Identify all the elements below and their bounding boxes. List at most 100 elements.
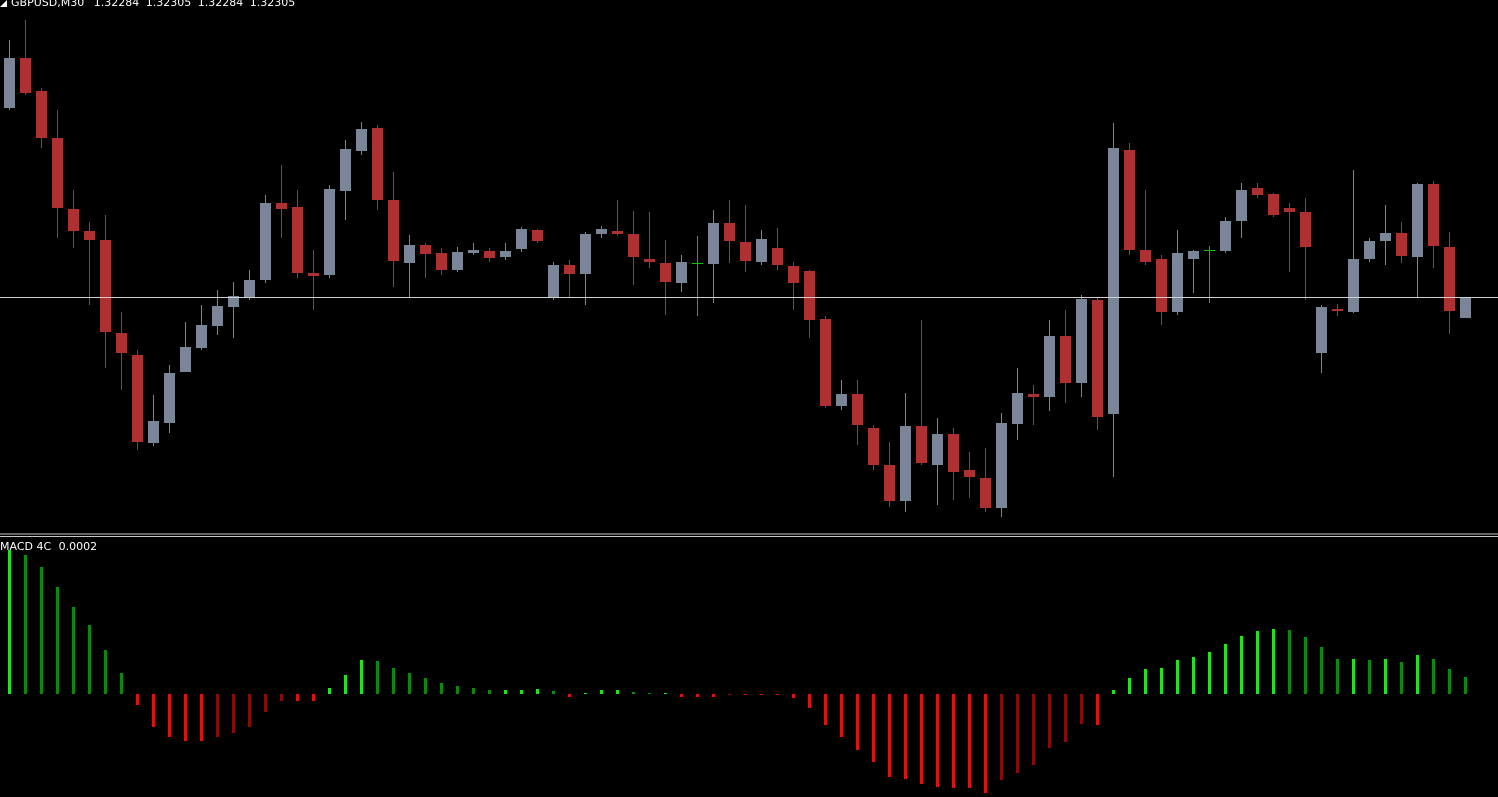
macd-bar xyxy=(856,694,859,750)
macd-bar xyxy=(1448,669,1451,694)
macd-bar xyxy=(1096,694,1099,725)
candle-body xyxy=(772,248,783,265)
candle-body xyxy=(404,245,415,263)
macd-bar xyxy=(536,689,539,694)
symbol: GBPUSD,M30 xyxy=(11,0,84,9)
macd-bar xyxy=(936,694,939,787)
candle-body xyxy=(1396,233,1407,256)
macd-bar xyxy=(840,694,843,737)
candle-body xyxy=(20,58,31,93)
macd-bar xyxy=(248,694,251,727)
macd-bar xyxy=(408,673,411,694)
macd-bar xyxy=(712,694,715,697)
candle-body xyxy=(1300,212,1311,247)
candle-body xyxy=(340,149,351,191)
ohlc-low: 1.32284 xyxy=(198,0,244,9)
candles xyxy=(4,20,1471,517)
candle-body xyxy=(228,296,239,307)
price-header: GBPUSD,M30 1.32284 1.32305 1.32284 1.323… xyxy=(11,0,295,9)
candle-body xyxy=(324,189,335,275)
candle-body xyxy=(900,426,911,501)
candle-body xyxy=(580,234,591,274)
macd-bar xyxy=(1464,677,1467,694)
ohlc-high: 1.32305 xyxy=(146,0,192,9)
macd-bar xyxy=(360,660,363,694)
candle-body xyxy=(708,223,719,264)
macd-bar xyxy=(1192,657,1195,694)
candle-body xyxy=(964,470,975,477)
candle-body xyxy=(628,234,639,257)
indicator-value: 0.0002 xyxy=(59,540,98,553)
candle-body xyxy=(1124,150,1135,250)
macd-bar xyxy=(1176,660,1179,694)
macd-bar xyxy=(1368,660,1371,694)
macd-bar xyxy=(488,690,491,694)
macd-bar xyxy=(1384,659,1387,694)
candle-body xyxy=(948,434,959,472)
candle-body xyxy=(68,209,79,231)
macd-bar xyxy=(1048,694,1051,748)
candle-body xyxy=(372,128,383,200)
candle-body xyxy=(788,266,799,283)
candle-body xyxy=(292,207,303,273)
candle-body xyxy=(244,280,255,297)
macd-bar xyxy=(568,694,571,697)
macd-bar xyxy=(888,694,891,777)
macd-bar xyxy=(1416,655,1419,694)
macd-bar xyxy=(1432,659,1435,694)
candle-body xyxy=(4,58,15,108)
macd-bar xyxy=(168,694,171,737)
macd-bar xyxy=(1128,678,1131,694)
candle-body xyxy=(884,465,895,501)
macd-bar xyxy=(344,675,347,694)
macd-bar xyxy=(1240,636,1243,694)
candle-body xyxy=(1012,393,1023,424)
candle-body xyxy=(36,91,47,138)
candle-body xyxy=(1044,336,1055,397)
candle-body xyxy=(1172,253,1183,312)
candle-body xyxy=(1060,336,1071,383)
macd-bar xyxy=(456,686,459,694)
candle-body xyxy=(468,250,479,253)
macd-bar xyxy=(632,692,635,694)
candle-body xyxy=(500,251,511,257)
macd-bar xyxy=(584,693,587,694)
macd-bar xyxy=(56,587,59,694)
candle-body xyxy=(612,231,623,234)
candle-body xyxy=(1412,184,1423,257)
macd-bar xyxy=(1144,669,1147,694)
macd-bar xyxy=(1000,694,1003,780)
macd-bar xyxy=(1336,659,1339,694)
candle-body xyxy=(1076,299,1087,383)
macd-bar xyxy=(392,668,395,694)
macd-bar xyxy=(1032,694,1035,765)
macd-bar xyxy=(232,694,235,733)
macd-bar xyxy=(1304,637,1307,694)
candle-body xyxy=(116,333,127,353)
candle-body xyxy=(596,229,607,234)
candle-body xyxy=(260,203,271,280)
macd-bar xyxy=(1160,668,1163,694)
macd-bar xyxy=(808,694,811,708)
macd-bar xyxy=(40,567,43,694)
macd-bar xyxy=(904,694,907,779)
macd-bar xyxy=(952,694,955,788)
candle-body xyxy=(516,229,527,249)
ohlc-close: 1.32305 xyxy=(250,0,296,9)
macd-bar xyxy=(296,694,299,701)
macd-bar xyxy=(984,694,987,793)
candle-body xyxy=(484,251,495,258)
macd-bar xyxy=(680,694,683,697)
macd-bar xyxy=(264,694,267,712)
macd-bar xyxy=(552,691,555,694)
candle-body xyxy=(1444,247,1455,311)
macd-bar xyxy=(72,607,75,694)
macd-bar xyxy=(152,694,155,727)
macd-bar xyxy=(920,694,923,784)
macd-bar xyxy=(104,650,107,694)
candle-body xyxy=(1428,184,1439,246)
indicator-name: MACD 4C xyxy=(0,540,51,553)
macd-bar xyxy=(696,694,699,697)
